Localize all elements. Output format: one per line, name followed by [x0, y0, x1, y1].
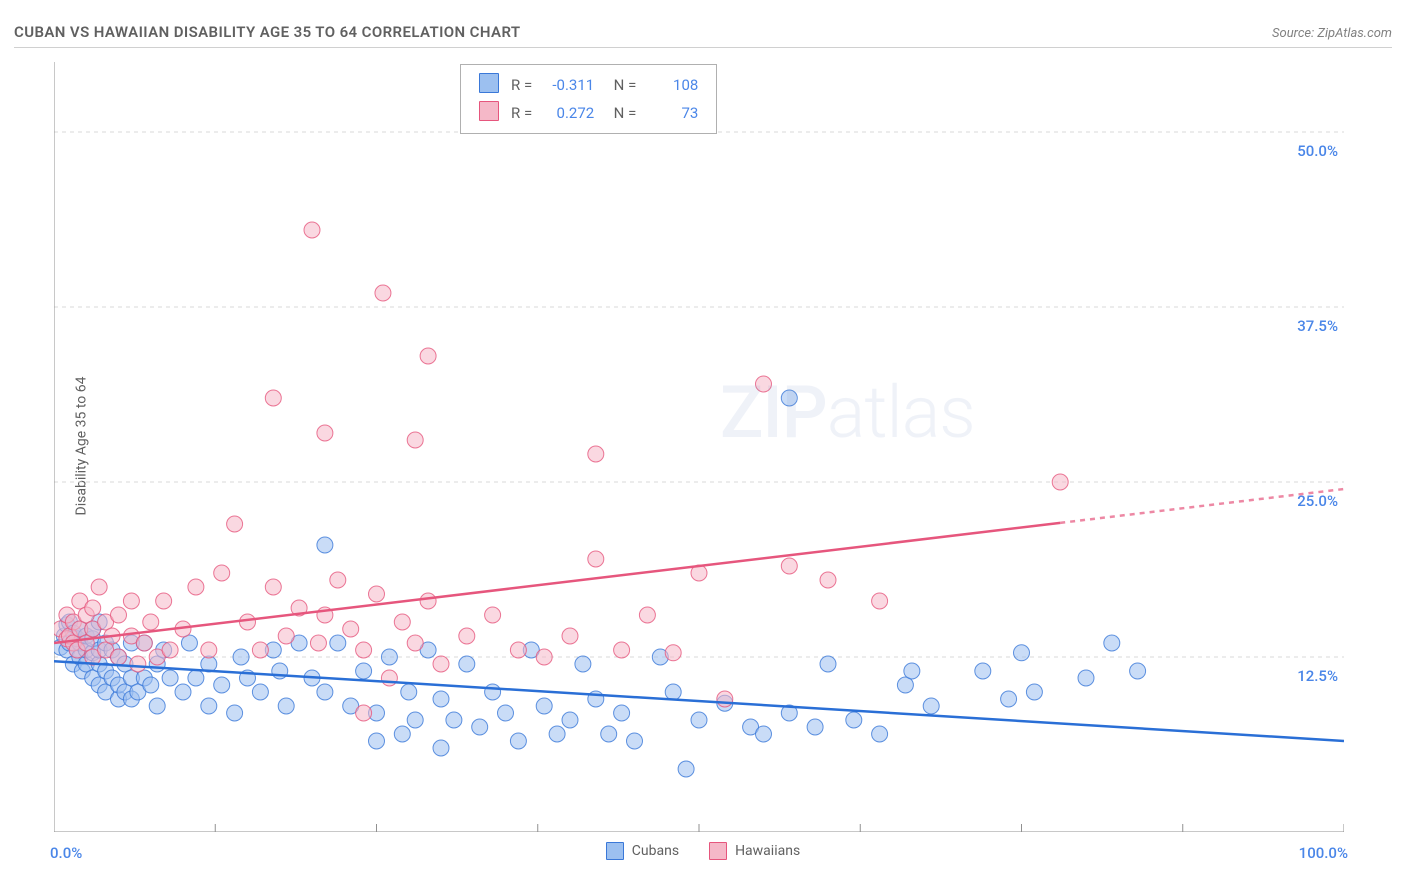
legend-swatch — [606, 842, 624, 860]
legend-item: Cubans — [606, 842, 679, 860]
corr-n-label: N = — [600, 99, 642, 127]
corr-r-value: 0.272 — [544, 104, 594, 122]
legend-item: Hawaiians — [709, 842, 800, 860]
svg-text:50.0%: 50.0% — [1297, 142, 1338, 160]
corr-swatch — [479, 101, 499, 121]
chart-title: CUBAN VS HAWAIIAN DISABILITY AGE 35 TO 6… — [14, 23, 521, 41]
scatter-plot: 12.5%25.0%37.5%50.0% — [54, 62, 1344, 832]
corr-n-value: 108 — [648, 76, 698, 94]
corr-r-label: R = — [505, 99, 538, 127]
legend-swatch — [709, 842, 727, 860]
corr-r-label: R = — [505, 71, 538, 99]
chart-header: CUBAN VS HAWAIIAN DISABILITY AGE 35 TO 6… — [14, 22, 1392, 48]
legend-label: Hawaiians — [735, 843, 800, 859]
corr-r-value: -0.311 — [544, 76, 594, 94]
svg-text:12.5%: 12.5% — [1297, 667, 1338, 685]
corr-swatch — [479, 73, 499, 93]
bottom-legend: Cubans Hawaiians — [0, 842, 1406, 860]
corr-n-label: N = — [600, 71, 642, 99]
svg-text:37.5%: 37.5% — [1297, 317, 1338, 335]
corr-n-value: 73 — [648, 104, 698, 122]
corr-table: R = -0.311 N = 108 R = 0.272 N = 73 — [473, 71, 704, 127]
legend-label: Cubans — [632, 843, 679, 859]
source-label: Source: ZipAtlas.com — [1272, 26, 1392, 41]
correlation-box: R = -0.311 N = 108 R = 0.272 N = 73 — [460, 64, 717, 134]
